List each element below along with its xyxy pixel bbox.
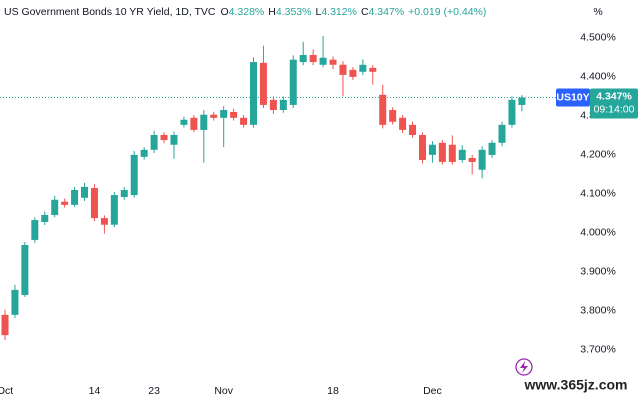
candle-body <box>468 158 476 162</box>
header-part: C <box>361 6 369 18</box>
candle-body <box>339 64 347 75</box>
watermark: www.365jz.com <box>524 377 628 393</box>
candle-body <box>51 199 59 215</box>
candle-body <box>259 62 267 105</box>
price-box <box>590 88 638 119</box>
header-part: +0.019 (+0.44%) <box>408 6 486 18</box>
countdown: 09:14:00 <box>594 103 635 115</box>
candle-body <box>41 214 49 222</box>
header-part: O <box>220 6 228 18</box>
candle-body <box>279 99 287 111</box>
candle-body <box>329 59 337 65</box>
x-tick-label: Dec <box>423 385 442 397</box>
y-tick-label: 4.000% <box>580 227 616 239</box>
candle-body <box>180 119 188 125</box>
candle-body <box>81 186 89 198</box>
chart-title: US Government Bonds 10 YR Yield, 1D, TVC… <box>4 6 486 18</box>
candle-body <box>518 97 526 105</box>
candle-body <box>200 114 208 130</box>
candle-body <box>21 245 29 295</box>
candle-body <box>130 154 138 196</box>
candle-body <box>389 110 397 122</box>
candle-body <box>438 142 446 162</box>
candle-body <box>31 220 39 240</box>
candle-body <box>240 117 248 125</box>
candle-body <box>160 134 168 141</box>
candle-body <box>190 117 198 130</box>
candle-body <box>409 124 417 135</box>
candle-body <box>11 289 19 315</box>
candle-body <box>250 62 257 125</box>
candle-body <box>508 99 516 125</box>
header-part: 4.353% <box>276 6 312 18</box>
candle-body <box>170 134 178 145</box>
watermark-bg <box>512 377 640 395</box>
y-tick-label: 3.900% <box>580 266 616 278</box>
y-tick-label: 3.800% <box>580 305 616 317</box>
legend-header: US Government Bonds 10 YR Yield, 1D, TVC… <box>4 6 486 18</box>
header-part: 4.328% <box>229 6 265 18</box>
header-part: US Government Bonds 10 YR Yield, 1D, TVC <box>4 6 216 18</box>
symbol-label: US10Y <box>556 91 589 103</box>
candle-body <box>418 134 426 160</box>
candle-body <box>309 55 317 63</box>
candle-body <box>120 190 128 198</box>
y-tick-label: 3.700% <box>580 344 616 356</box>
candle-body <box>319 57 327 65</box>
x-tick-label: 18 <box>327 385 339 397</box>
alert-bolt <box>520 361 528 373</box>
candle-body <box>498 124 506 143</box>
x-tick-label: Oct <box>0 385 13 397</box>
header-part: H <box>268 6 276 18</box>
candle-body <box>1 314 9 336</box>
y-tick-label: 4.100% <box>580 188 616 200</box>
candle-body <box>379 94 387 125</box>
header-part: 4.312% <box>321 6 357 18</box>
candle-body <box>90 188 98 219</box>
candle-body <box>100 218 108 225</box>
candle-body <box>140 149 148 157</box>
candle-body <box>458 149 466 160</box>
candle-body <box>399 117 407 130</box>
candle-body <box>269 99 277 111</box>
candle-body <box>110 195 118 225</box>
candle-body <box>230 111 238 118</box>
candle-body <box>448 144 456 162</box>
candle-body <box>299 55 307 63</box>
candle-body <box>349 69 357 77</box>
last-price: 4.347% <box>596 90 632 102</box>
candle-body <box>61 201 69 205</box>
candle-body <box>71 190 79 205</box>
candle-body <box>488 142 496 155</box>
x-tick-label: 14 <box>89 385 101 397</box>
candle-body <box>220 110 228 118</box>
y-tick-label: 4.400% <box>580 71 616 83</box>
candle-body <box>359 64 367 72</box>
y-tick-label: 4.200% <box>580 149 616 161</box>
header-part: 4.347% <box>369 6 405 18</box>
x-tick-label: Nov <box>214 385 233 397</box>
candle-body <box>210 114 218 118</box>
candle-body <box>369 67 377 72</box>
candle-body <box>150 134 158 150</box>
symbol-box <box>556 88 590 107</box>
y-tick-label: 4.500% <box>580 32 616 44</box>
header-part: L <box>315 6 321 18</box>
x-tick-label: 23 <box>148 385 160 397</box>
candle-body <box>428 144 436 155</box>
candle-body <box>478 149 486 170</box>
candle-body <box>289 59 297 105</box>
axis-unit: % <box>593 6 602 18</box>
